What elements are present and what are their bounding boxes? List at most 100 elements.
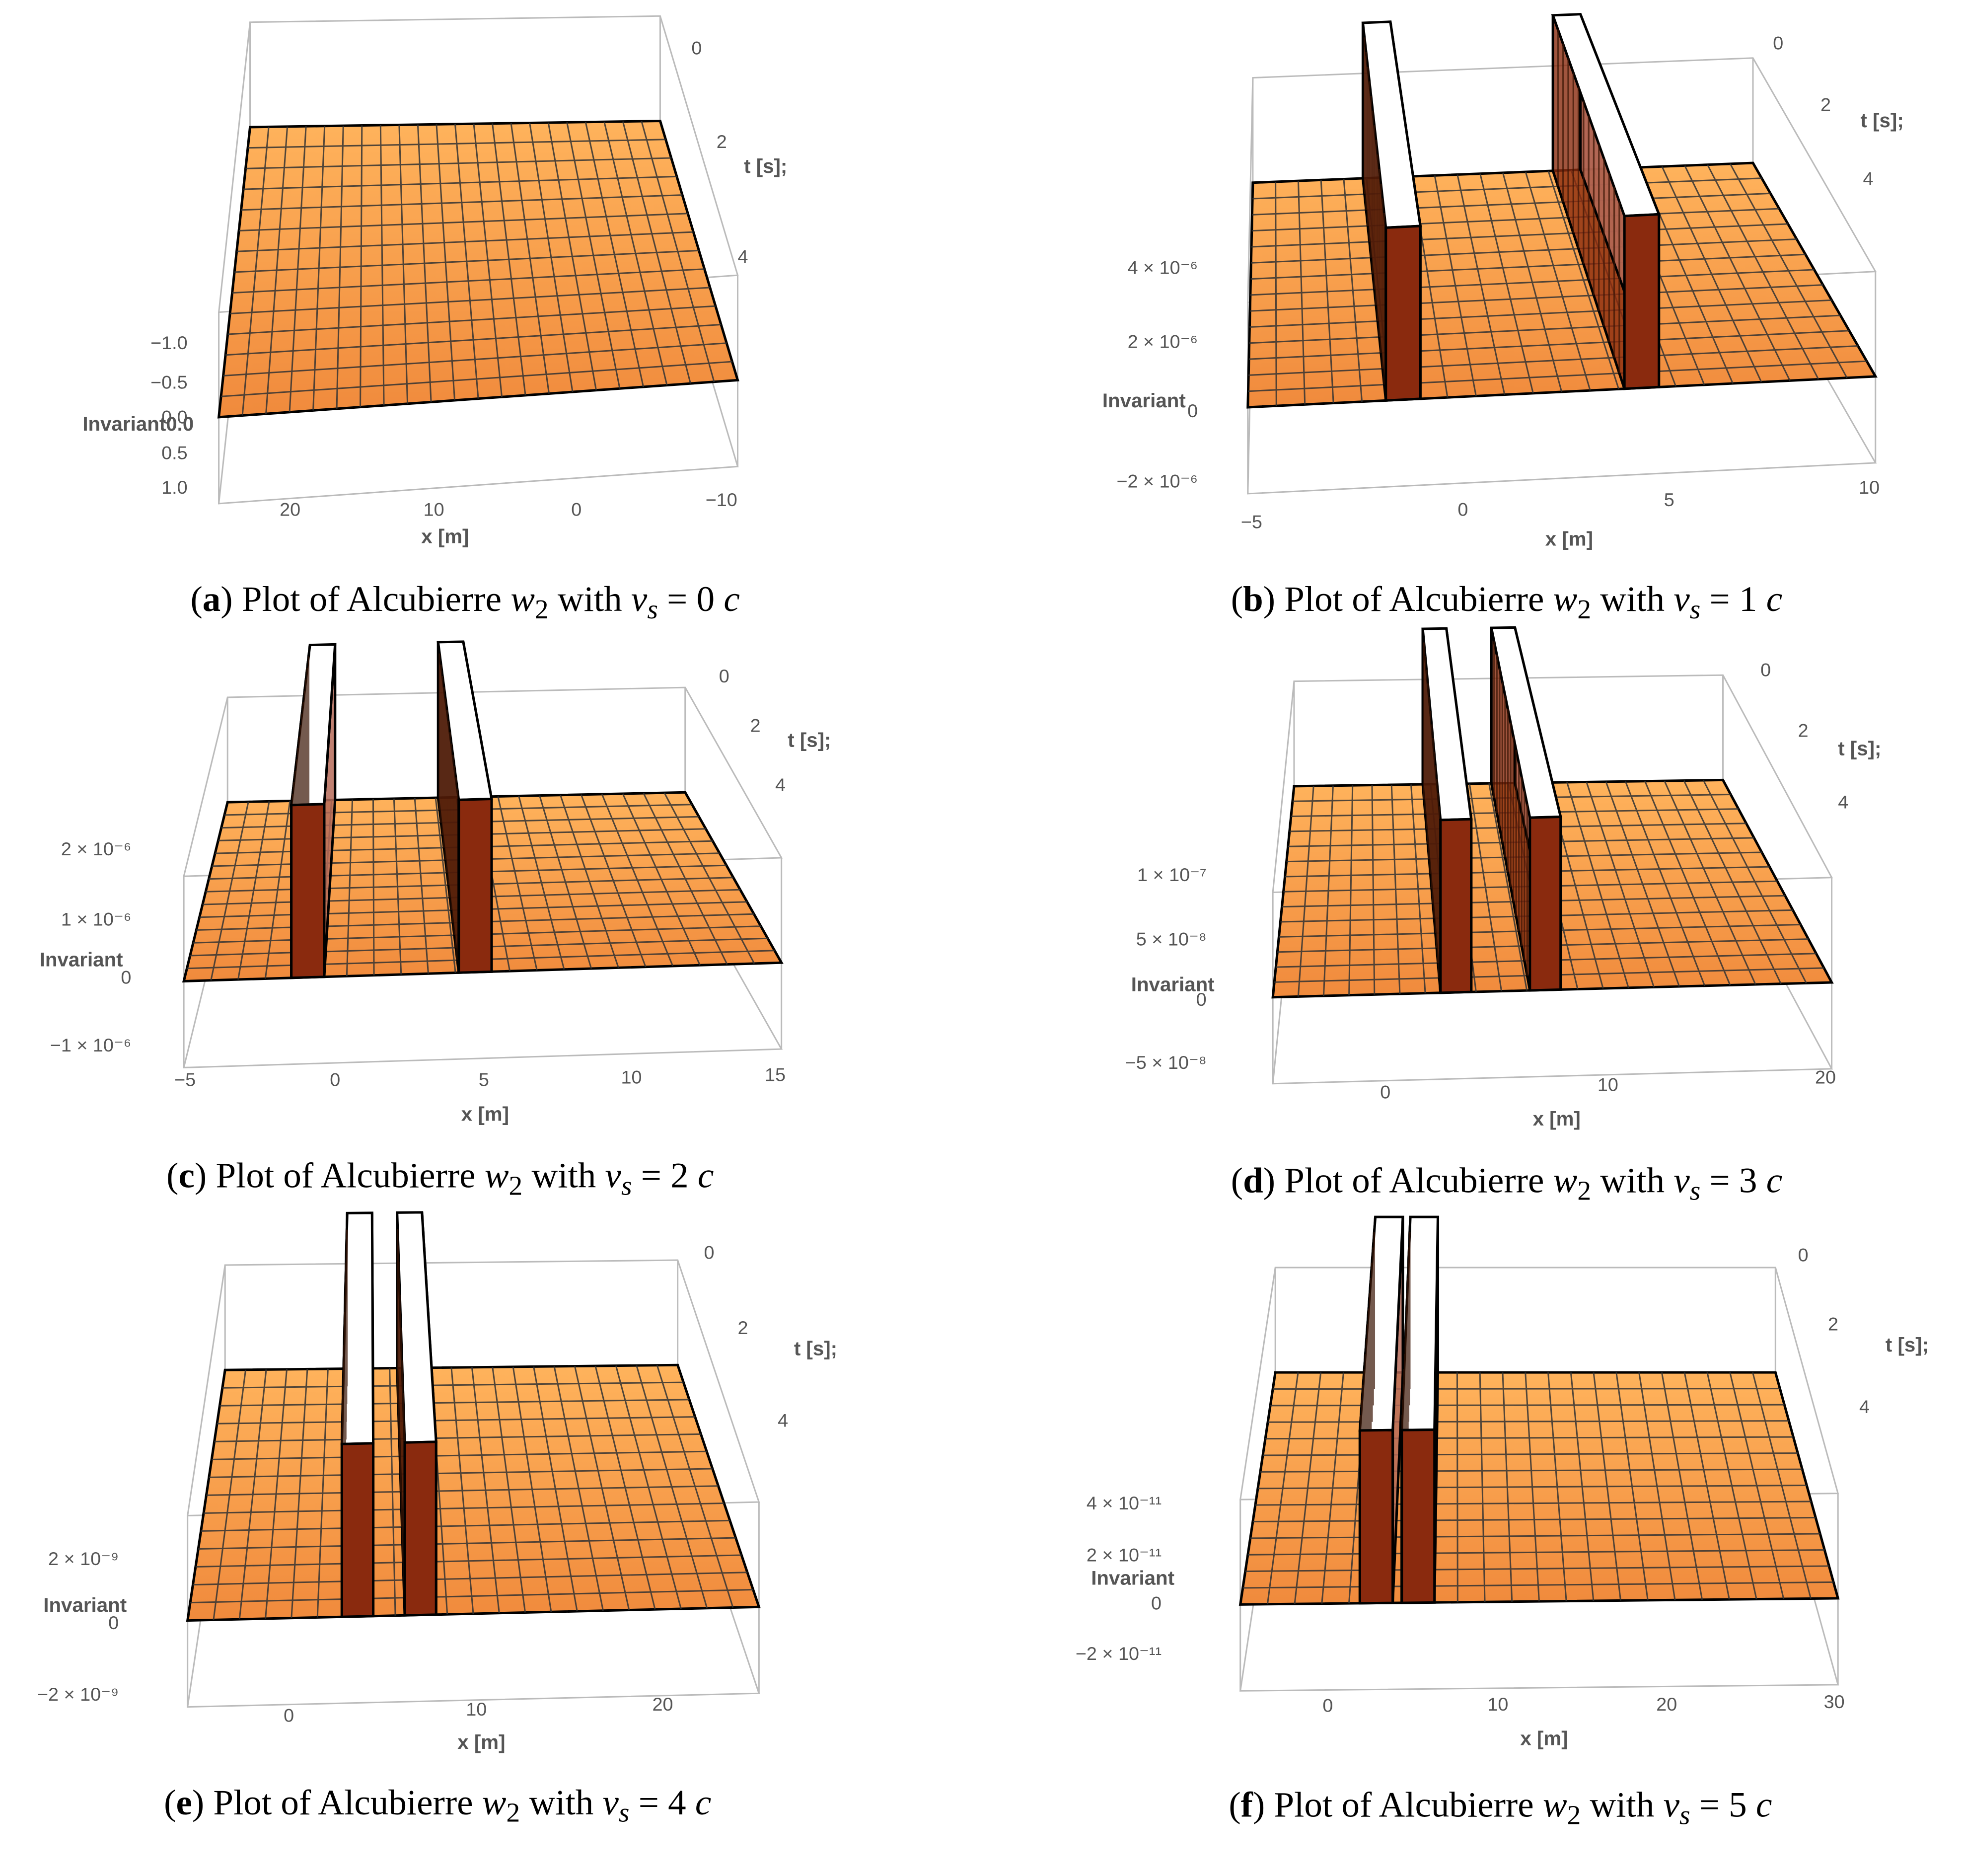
x-tick-label: 20	[1656, 1694, 1677, 1715]
surface-mesh	[221, 121, 732, 416]
wall-front-1	[1528, 815, 1562, 992]
t-tick-label: 0	[704, 1242, 715, 1263]
caption-v-sub: s	[647, 594, 658, 624]
t-tick-label: 4	[1863, 168, 1874, 189]
z-tick-label: 0.5	[161, 443, 187, 463]
x-axis-label: x [m]	[1533, 1108, 1581, 1130]
panel-d: 0 10 20 0 2 4 1 × 10⁻⁷ 5 × 10⁻⁸ 0 −5 × 10⁻⁸ x [m] t…	[1125, 626, 1881, 1205]
z-axis-label: Invariant	[1102, 390, 1186, 412]
mesh-line-t	[212, 1450, 707, 1460]
caption-d: (d) Plot of Alcubierre w2 with vs = 3 c	[1231, 1160, 1782, 1205]
surface-a	[217, 120, 739, 419]
mesh-line-t	[243, 175, 677, 190]
caption-with: with	[1581, 1785, 1663, 1824]
mesh-line-t	[248, 139, 666, 149]
mesh-line-t	[1250, 1533, 1820, 1539]
caption-text: ) Plot of Alcubierre	[195, 1155, 485, 1195]
caption-eq: = 3	[1700, 1160, 1766, 1200]
caption-with: with	[549, 579, 631, 618]
caption-w-sub: 2	[1577, 1176, 1591, 1206]
x-tick-label: 10	[466, 1699, 487, 1720]
z-tick-label: 1 × 10⁻⁶	[61, 909, 132, 930]
x-axis-label: x [m]	[421, 526, 469, 548]
t-axis-label: t [s];	[1838, 738, 1881, 760]
caption-w: w	[485, 1155, 509, 1195]
t-tick-label: 4	[1859, 1396, 1870, 1417]
x-tick-label: 0	[571, 499, 582, 520]
caption-v-sub: s	[1690, 1176, 1701, 1206]
z-tick-label: −5 × 10⁻⁸	[1125, 1052, 1207, 1073]
t-tick-label: 4	[775, 774, 786, 795]
caption-v-sub: s	[619, 1798, 630, 1828]
mesh-line-t	[217, 1416, 695, 1425]
caption-v-sub: s	[1679, 1800, 1690, 1830]
t-axis-label: t [s];	[1886, 1334, 1929, 1356]
z-tick-label: 5 × 10⁻⁸	[1136, 929, 1207, 950]
z-tick-label: 4 × 10⁻¹¹	[1087, 1493, 1162, 1513]
panel-e: 0 10 20 0 2 4 2 × 10⁻⁹ 0 −2 × 10⁻⁹ x [m] t [s]; Inv…	[37, 1211, 837, 1828]
walls-f	[1358, 1215, 1440, 1605]
z-tick-label: −0.5	[150, 372, 188, 393]
z-axis-label: Invariant	[1131, 974, 1215, 996]
mesh-line-t	[1251, 208, 1779, 232]
panel-b: −5 0 5 10 0 2 4 4 × 10⁻⁶ 2 × 10⁻⁶ 0 −2 × 10⁻⁶ x [m]…	[1102, 13, 1904, 624]
caption-text: ) Plot of Alcubierre	[1253, 1785, 1543, 1824]
z-tick-label: −1 × 10⁻⁶	[50, 1035, 132, 1055]
caption-w: w	[482, 1782, 507, 1822]
mesh-line-t	[193, 1572, 747, 1586]
caption-v-sub: s	[621, 1171, 632, 1201]
surface-f	[1238, 1371, 1840, 1606]
mesh-line-t	[1247, 1549, 1825, 1556]
caption-paren: (	[1231, 579, 1243, 618]
wall-mesh-0	[1423, 642, 1440, 978]
mesh-line-t	[1263, 1452, 1798, 1456]
caption-w-sub: 2	[507, 1798, 520, 1828]
mesh-line-t	[227, 305, 716, 335]
wall-front-1	[403, 1440, 437, 1617]
mesh-line-t	[1260, 1468, 1803, 1473]
caption-letter: a	[203, 579, 221, 618]
caption-w-sub: 2	[1577, 594, 1591, 624]
mesh-line-t	[1255, 1501, 1812, 1506]
caption-eq: = 4	[629, 1782, 695, 1822]
mesh-line-t	[1252, 1517, 1816, 1522]
z-axis-label: Invariant	[1091, 1568, 1174, 1589]
caption-v: v	[1673, 1160, 1690, 1200]
z-axis-label: Invariant	[43, 1594, 127, 1616]
wall-front-0	[1358, 1428, 1394, 1605]
mesh-line-t	[1248, 360, 1867, 392]
caption-w-sub: 2	[535, 594, 549, 624]
mesh-line-t	[1251, 238, 1797, 264]
mesh-line-t	[204, 1502, 725, 1514]
t-tick-label: 0	[691, 38, 702, 59]
mesh-line-t	[1249, 314, 1841, 344]
wall-front-1	[457, 797, 493, 974]
caption-c: c	[1766, 1160, 1782, 1200]
mesh-line-t	[1251, 223, 1788, 248]
caption-eq: = 1	[1700, 579, 1766, 618]
caption-v-sub: s	[1690, 594, 1701, 624]
surface-plane	[217, 120, 739, 419]
caption-with: with	[1591, 1160, 1673, 1200]
t-tick-label: 0	[1773, 33, 1783, 54]
caption-v: v	[1673, 579, 1690, 618]
wall-front-1	[1623, 213, 1661, 390]
walls-c	[290, 640, 494, 979]
panel-a: 20 10 0 −10 0 2 4 −1.0 −0.5 0.0 0.5 1.0 x [m] t [s]; I…	[82, 15, 787, 624]
surface-mesh	[1242, 1372, 1834, 1604]
x-axis-label: x [m]	[1545, 528, 1593, 550]
caption-c: c	[1756, 1785, 1772, 1824]
mesh-line-t	[232, 268, 705, 294]
x-tick-label: 0	[1322, 1695, 1333, 1716]
x-tick-label: 10	[1859, 477, 1880, 498]
t-tick-label: 2	[1828, 1314, 1838, 1335]
caption-letter: e	[176, 1782, 192, 1822]
mesh-line-t	[1265, 1436, 1794, 1440]
caption-paren: (	[1231, 1160, 1243, 1200]
z-tick-label: −2 × 10⁻⁶	[1116, 471, 1198, 492]
caption-w-sub: 2	[509, 1171, 523, 1201]
mesh-line-t	[1257, 1485, 1807, 1490]
